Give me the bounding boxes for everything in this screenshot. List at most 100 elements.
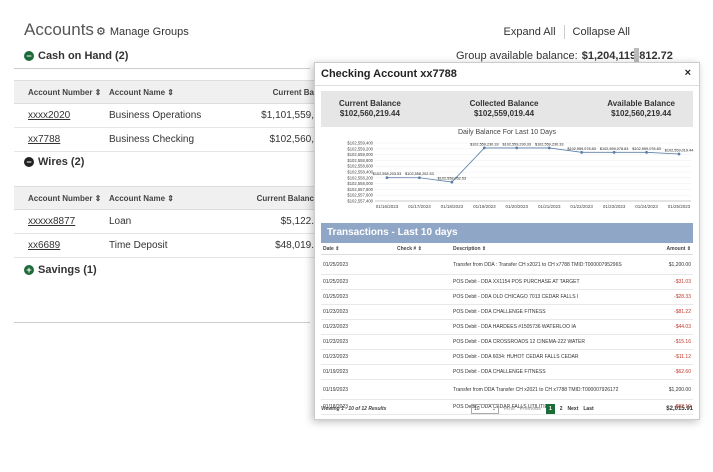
- col-account-name[interactable]: Account Name ⇕: [109, 87, 174, 97]
- group-balance: Group available balance: $1,204,119,812.7…: [456, 50, 673, 62]
- table-row: xxxx2020 Business Operations $1,101,559,: [14, 104, 314, 128]
- data-point: [580, 150, 584, 154]
- y-tick-label: $102,559,200: [347, 146, 373, 151]
- page-size-value: 10: [474, 406, 480, 412]
- page-1-button[interactable]: 1: [545, 404, 555, 414]
- data-label: $102,559,230.33: [503, 142, 532, 146]
- transactions-table: Date ⇕ Check # ⇕ Description ⇕ Amount ⇕ …: [321, 243, 693, 415]
- tx-date: 01/19/2023: [323, 369, 349, 375]
- page-2-button[interactable]: 2: [559, 406, 563, 412]
- tx-description: POS Debit - DDA XX1154 POS PURCHASE AT T…: [453, 279, 580, 285]
- table-row: 01/23/2023 POS Debit - DDA HARDEES #15057…: [321, 320, 693, 335]
- col-date[interactable]: Date ⇕: [323, 245, 340, 252]
- table-header: Date ⇕ Check # ⇕ Description ⇕ Amount ⇕: [321, 243, 693, 255]
- transactions-title: Transactions - Last 10 days: [321, 223, 693, 243]
- x-tick-label: 01/23/2023: [603, 204, 626, 209]
- cash-table: Account Number ⇕ Account Name ⇕ Current …: [14, 80, 314, 152]
- data-label: $102,558,202.53: [405, 172, 434, 176]
- tx-amount: $1,200.00: [668, 261, 691, 268]
- modal-title: Checking Account xx7788: [321, 68, 457, 80]
- tx-description: Transfer from DDA : Transfer CH x2021 to…: [453, 261, 622, 268]
- tx-amount: -$11.12: [674, 354, 691, 360]
- collapse-all-link[interactable]: Collapse All: [572, 26, 630, 38]
- collected-balance-block: Collected Balance $102,559,019.44: [470, 99, 539, 119]
- col-description[interactable]: Description ⇕: [453, 245, 487, 252]
- y-tick-label: $102,558,200: [347, 175, 373, 180]
- data-point: [385, 176, 389, 180]
- tx-date: 01/23/2023: [323, 339, 349, 345]
- current-balance: $102,560,: [269, 134, 315, 145]
- daily-balance-chart: $102,559,400$102,559,200$102,559,000$102…: [347, 141, 694, 210]
- table-header: Account Number ⇕ Account Name ⇕ Current …: [14, 186, 314, 210]
- plus-circle-icon: +: [24, 265, 34, 275]
- transactions-footer: Viewing 1 - 10 of 12 Results 10 ⌄ First …: [321, 401, 693, 417]
- table-row: xxxxx8877 Loan $5,122.: [14, 210, 314, 234]
- data-label: $102,559,019.44: [665, 149, 694, 153]
- account-number-link[interactable]: xx7788: [28, 134, 61, 145]
- data-point: [482, 146, 486, 150]
- table-row: 01/23/2023 POS Debit - DDA CROSSROADS 12 …: [321, 335, 693, 350]
- col-account-name[interactable]: Account Name ⇕: [109, 193, 174, 203]
- balance-label: Collected Balance: [469, 99, 539, 108]
- data-point: [418, 176, 421, 180]
- group-balance-value: $1,204,119,812.72: [581, 50, 673, 62]
- data-point: [547, 146, 551, 150]
- tx-description: POS Debit - DDA CHALLENGE FITNESS: [453, 369, 546, 375]
- tx-description: POS Debit - DDA 6034: HUHOT CEDAR FALLS …: [453, 354, 579, 360]
- account-name: Loan: [109, 216, 132, 227]
- tx-amount: -$81.22: [674, 309, 691, 315]
- col-current-balance[interactable]: Current Ba: [272, 87, 314, 97]
- col-check[interactable]: Check # ⇕: [397, 245, 422, 252]
- balance-value: $102,560,219.44: [611, 109, 672, 118]
- col-current-balance[interactable]: Current Balanc: [256, 193, 314, 203]
- page-title: Accounts: [24, 20, 94, 39]
- x-tick-label: 01/22/2023: [570, 204, 593, 209]
- y-tick-label: $102,559,000: [347, 152, 373, 157]
- data-point: [450, 180, 454, 184]
- section-cash-toggle[interactable]: − Cash on Hand (2): [24, 50, 128, 62]
- wires-table: Account Number ⇕ Account Name ⇕ Current …: [14, 186, 314, 258]
- divider: [14, 68, 310, 69]
- transactions-total: $2,015.91: [666, 406, 693, 412]
- data-point: [515, 146, 519, 150]
- account-number-link[interactable]: xx6689: [28, 240, 61, 251]
- available-balance-block: Available Balance $102,560,219.44: [607, 99, 675, 119]
- close-icon[interactable]: ×: [684, 67, 691, 79]
- table-row: 01/23/2023 POS Debit - DDA 6034: HUHOT CE…: [321, 350, 693, 365]
- table-row: xx6689 Time Deposit $48,019.: [14, 234, 314, 258]
- next-page-button[interactable]: Next: [567, 406, 579, 412]
- account-name: Business Operations: [109, 110, 202, 121]
- pagination: 10 ⌄ First Previous 1 2 Next Last: [471, 404, 594, 414]
- first-page-button[interactable]: First: [504, 406, 515, 412]
- section-wires-toggle[interactable]: − Wires (2): [24, 156, 84, 168]
- tx-date: 01/25/2023: [323, 279, 349, 285]
- account-number-link[interactable]: xxxxx8877: [28, 216, 76, 227]
- section-savings-title: Savings (1): [38, 264, 97, 276]
- col-account-number[interactable]: Account Number ⇕: [28, 193, 102, 203]
- results-info: Viewing 1 - 10 of 12 Results: [321, 406, 387, 412]
- data-label: $102,558,052.53: [438, 177, 467, 181]
- scrollbar[interactable]: [634, 48, 639, 62]
- data-point: [645, 150, 648, 154]
- manage-groups-label: Manage Groups: [109, 25, 189, 38]
- expand-all-link[interactable]: Expand All: [503, 26, 556, 38]
- x-tick-label: 01/17/2023: [408, 204, 431, 209]
- account-number-link[interactable]: xxxx2020: [28, 110, 71, 121]
- col-amount[interactable]: Amount ⇕: [666, 245, 691, 252]
- col-account-number[interactable]: Account Number ⇕: [28, 87, 102, 97]
- tx-description: POS Debit - DDA CEDAR FALLS UTILITIES: [453, 404, 552, 410]
- tx-amount: -$28.33: [674, 294, 691, 300]
- chevron-down-icon: ⌄: [491, 406, 496, 412]
- series-line: [386, 147, 680, 183]
- table-row: 01/19/2023 POS Debit - DDA CHALLENGE FITN…: [321, 365, 693, 380]
- tx-date: 01/19/2023: [323, 386, 349, 393]
- last-page-button[interactable]: Last: [583, 406, 594, 412]
- balance-value: $102,559,019.44: [473, 109, 535, 118]
- tx-description: POS Debit - DDA HARDEES #1505736 WATERLO…: [453, 324, 577, 330]
- manage-groups-link[interactable]: ⚙ Manage Groups: [96, 25, 189, 39]
- previous-page-button[interactable]: Previous: [519, 406, 541, 412]
- section-savings-toggle[interactable]: + Savings (1): [24, 264, 97, 276]
- tx-date: 01/23/2023: [323, 354, 349, 360]
- page-size-select[interactable]: 10 ⌄: [471, 404, 499, 414]
- data-label: $102,559,230.33: [470, 142, 499, 146]
